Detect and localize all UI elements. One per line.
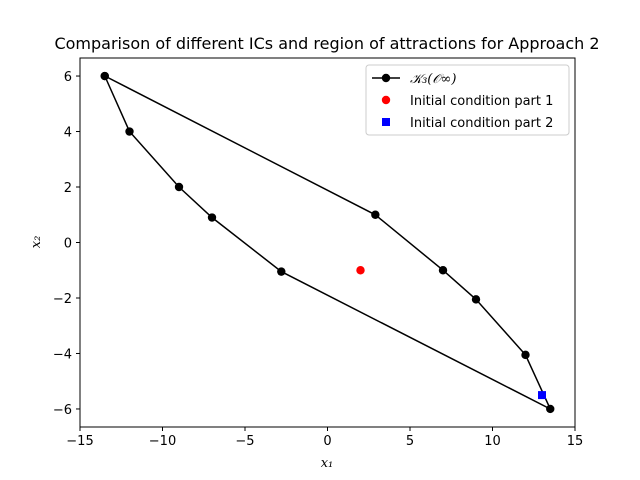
legend-item: 𝒦₃(𝒪∞) — [372, 72, 456, 87]
x-tick-label: −10 — [149, 434, 176, 449]
y-tick-label: 4 — [64, 126, 72, 141]
legend-label: Initial condition part 1 — [410, 94, 553, 109]
x-axis-label: x₁ — [321, 456, 334, 471]
data-point — [538, 391, 546, 400]
legend-marker — [381, 73, 391, 83]
data-point — [521, 350, 530, 360]
y-tick-label: 0 — [64, 237, 72, 252]
x-tick-label: −5 — [235, 434, 254, 449]
data-point — [277, 267, 286, 276]
data-point — [371, 210, 380, 219]
data-point — [438, 266, 448, 275]
series-1 — [356, 266, 365, 275]
axes: −15 −10 −5 0 5 10 15 −6 −4 −2 0 2 4 6 — [53, 57, 584, 449]
x-tick-label: −15 — [66, 434, 93, 449]
data-point — [125, 127, 134, 136]
series-2 — [538, 391, 546, 400]
y-tick-label: 6 — [64, 70, 72, 85]
data-point — [356, 266, 365, 275]
y-axis-label: x₂ — [29, 236, 44, 249]
legend-label: 𝒦₃(𝒪∞) — [410, 72, 456, 87]
legend-item: Initial condition part 2 — [382, 116, 553, 131]
legend-item: Initial condition part 1 — [381, 94, 553, 109]
legend-label: Initial condition part 2 — [410, 116, 553, 131]
y-tick-label: −6 — [53, 403, 72, 418]
x-tick-label: 5 — [406, 434, 414, 449]
series-0 — [100, 71, 555, 414]
data-point — [174, 182, 184, 192]
x-tick-label: 15 — [567, 434, 584, 449]
chart-title: Comparison of different ICs and region o… — [54, 34, 599, 53]
plot-area — [100, 71, 555, 414]
data-point — [546, 404, 555, 414]
y-tick-label: 2 — [64, 181, 72, 196]
legend: 𝒦₃(𝒪∞) Initial condition part 1 Initial co… — [365, 64, 570, 136]
y-tick-label: −2 — [53, 292, 72, 307]
data-point — [471, 295, 481, 304]
legend-marker — [382, 118, 390, 126]
x-tick-label: 10 — [484, 434, 501, 449]
legend-marker — [381, 95, 391, 105]
data-point — [207, 213, 217, 222]
data-point — [100, 71, 109, 81]
legend-box — [365, 64, 570, 136]
y-tick-label: −4 — [53, 347, 72, 362]
x-tick-label: 0 — [323, 434, 331, 449]
